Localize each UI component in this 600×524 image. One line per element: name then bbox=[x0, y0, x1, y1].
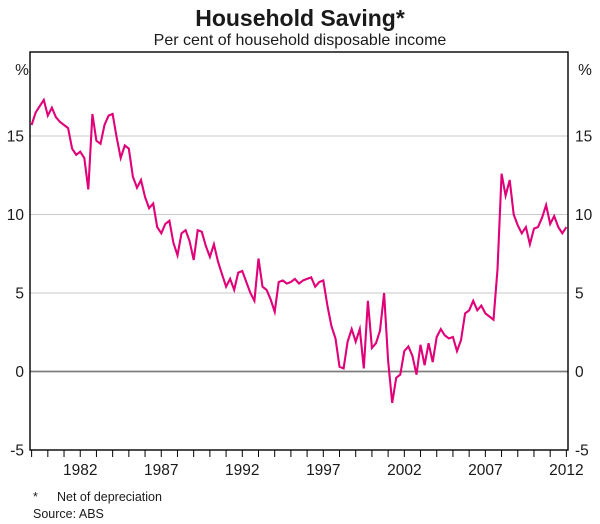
x-tick-label-1997: 1997 bbox=[306, 462, 340, 479]
x-tick-label-2012: 2012 bbox=[549, 462, 583, 479]
x-tick-label-1987: 1987 bbox=[144, 462, 178, 479]
y-axis-unit-right: % bbox=[578, 62, 592, 79]
y-tick-label-left-15: 15 bbox=[7, 128, 24, 145]
x-tick-label-1992: 1992 bbox=[225, 462, 259, 479]
y-tick-label-right-5: 5 bbox=[575, 285, 584, 302]
axis-labels-layer: -5 -5 0 0 5 5 10 10 15 15 1982 1987 1992 1997 2002 2007… bbox=[7, 128, 593, 479]
x-tick-label-2002: 2002 bbox=[387, 462, 421, 479]
y-tick-label-right-10: 10 bbox=[575, 207, 593, 224]
x-tick-label-2007: 2007 bbox=[468, 462, 502, 479]
y-axis-unit-left: % bbox=[15, 62, 29, 79]
x-tick-label-1982: 1982 bbox=[63, 462, 97, 479]
chart-title: Household Saving* bbox=[195, 5, 405, 31]
y-tick-label-left-5: 5 bbox=[15, 285, 24, 302]
gridlines-layer bbox=[30, 135, 568, 373]
chart-subtitle: Per cent of household disposable income bbox=[154, 32, 447, 49]
y-tick-label-right-15: 15 bbox=[575, 128, 592, 145]
footnote-marker: * bbox=[33, 490, 38, 504]
y-tick-label-right--5: -5 bbox=[575, 443, 589, 460]
source-text: Source: ABS bbox=[33, 507, 104, 521]
plot-frame bbox=[29, 51, 569, 451]
saving-ratio-line bbox=[30, 97, 568, 404]
y-tick-label-left-0: 0 bbox=[15, 364, 24, 381]
y-tick-label-left-10: 10 bbox=[7, 207, 25, 224]
footnote-text: Net of depreciation bbox=[57, 490, 162, 504]
x-ticks-layer bbox=[31, 450, 567, 457]
y-tick-label-right-0: 0 bbox=[575, 364, 584, 381]
y-tick-label-left--5: -5 bbox=[10, 443, 24, 460]
